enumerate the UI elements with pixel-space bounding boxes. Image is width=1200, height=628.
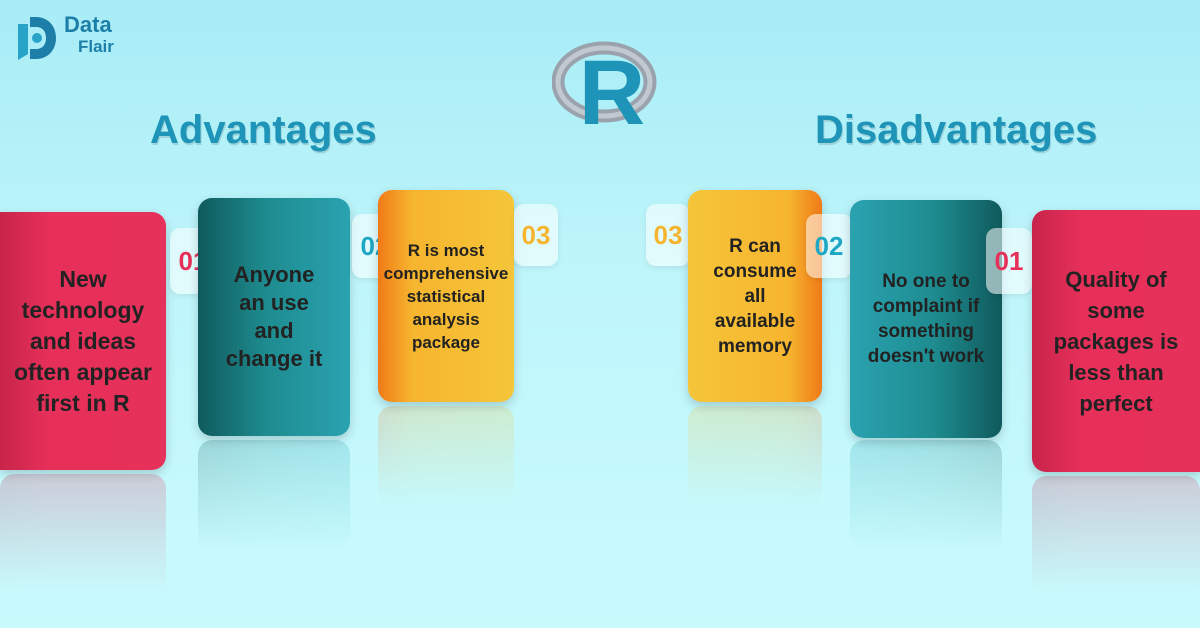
logo-line1: Data: [64, 12, 112, 37]
advantages-heading: Advantages: [150, 108, 377, 152]
card-reflection: [850, 440, 1002, 550]
advantage-card-01: New technology and ideas often appear fi…: [0, 212, 166, 470]
dataflair-logo-icon: [18, 17, 56, 60]
disadvantage-01-text: Quality of some packages is less than pe…: [1053, 266, 1179, 416]
logo-line2: Flair: [78, 37, 114, 56]
disadvantage-number-tab-01: 01: [986, 228, 1032, 294]
advantage-03-text: R is most comprehensive statistical anal…: [383, 240, 509, 352]
card-reflection: [198, 440, 350, 550]
disadvantage-card-03: R can consume all available memory: [688, 190, 822, 402]
advantage-02-text: Anyone an use and change it: [225, 262, 323, 371]
card-reflection: [688, 406, 822, 506]
dataflair-logo-text: Data Flair: [64, 14, 114, 58]
disadvantage-01-number: 01: [994, 245, 1024, 276]
disadvantage-03-number: 03: [653, 219, 683, 250]
advantage-card-03: R is most comprehensive statistical anal…: [378, 190, 514, 402]
r-language-logo: R: [552, 41, 657, 130]
r-logo-letter: R: [579, 42, 645, 130]
disadvantage-card-02: No one to complaint if something doesn't…: [850, 200, 1002, 438]
dataflair-logo: Data Flair: [14, 10, 134, 70]
card-reflection: [378, 406, 514, 506]
disadvantage-number-tab-03: 03: [646, 204, 690, 266]
disadvantage-03-text: R can consume all available memory: [713, 235, 797, 357]
advantage-number-tab-03: 03: [514, 204, 558, 266]
disadvantage-02-number: 02: [814, 230, 844, 261]
disadvantages-heading: Disadvantages: [815, 108, 1098, 152]
card-reflection: [0, 474, 166, 594]
disadvantage-card-01: Quality of some packages is less than pe…: [1032, 210, 1200, 472]
advantage-card-02: Anyone an use and change it: [198, 198, 350, 436]
disadvantage-number-tab-02: 02: [806, 214, 852, 278]
disadvantage-02-text: No one to complaint if something doesn't…: [867, 271, 985, 367]
card-reflection: [1032, 476, 1200, 596]
advantage-01-text: New technology and ideas often appear fi…: [13, 265, 153, 416]
advantage-03-number: 03: [521, 219, 551, 250]
